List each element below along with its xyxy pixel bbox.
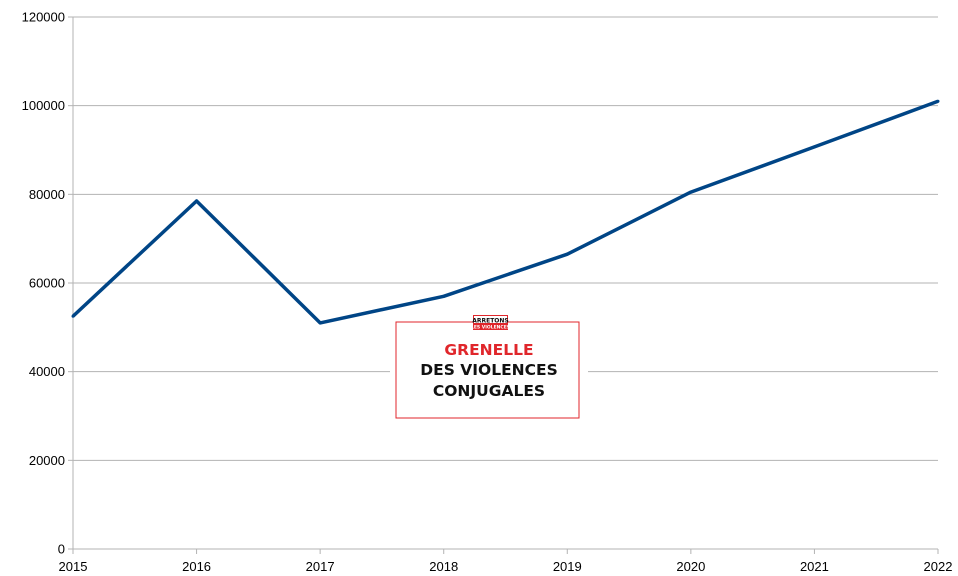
logo-border <box>395 321 580 419</box>
x-tick-label: 2017 <box>306 559 335 574</box>
y-tick-label: 80000 <box>29 187 65 202</box>
data-point-2015 <box>71 314 75 318</box>
logo-line-grenelle: GRENELLE <box>444 341 533 359</box>
logo-badge-line1: ARRETONS <box>472 318 509 325</box>
x-tick-label: 2019 <box>553 559 582 574</box>
y-tick-label: 40000 <box>29 364 65 379</box>
logo-line-des-violences: DES VIOLENCES <box>420 361 558 379</box>
logo-line-conjugales: CONJUGALES <box>433 382 545 400</box>
x-tick-label: 2016 <box>182 559 211 574</box>
y-tick-label: 20000 <box>29 453 65 468</box>
data-point-2020 <box>689 190 693 194</box>
y-tick-labels: 0 20000 40000 60000 80000 100000 120000 <box>22 10 73 557</box>
data-point-2017 <box>318 321 322 325</box>
y-tick-label: 120000 <box>22 10 65 25</box>
grenelle-logo: ARRETONS LES VIOLENCES GRENELLE DES VIOL… <box>390 315 588 422</box>
x-tick-label: 2020 <box>676 559 705 574</box>
logo-badge-inner <box>474 316 507 323</box>
data-point-2022 <box>936 99 940 103</box>
data-point-2016 <box>195 199 199 203</box>
x-tick-labels: 2015 2016 2017 2018 2019 2020 2021 2022 <box>59 549 953 574</box>
y-tick-label: 100000 <box>22 98 65 113</box>
data-point-2018 <box>442 294 446 298</box>
x-tick-label: 2022 <box>924 559 953 574</box>
data-point-2019 <box>565 252 569 256</box>
series-line-0 <box>71 99 939 325</box>
y-tick-label: 60000 <box>29 276 65 291</box>
data-point-2021 <box>812 145 816 149</box>
x-tick-label: 2015 <box>59 559 88 574</box>
gridlines <box>73 16 938 461</box>
series-lines <box>71 99 940 325</box>
x-tick-label: 2018 <box>429 559 458 574</box>
y-tick-label: 0 <box>58 542 65 557</box>
x-tick-label: 2021 <box>800 559 829 574</box>
logo-badge-line2: LES VIOLENCES <box>471 325 510 331</box>
